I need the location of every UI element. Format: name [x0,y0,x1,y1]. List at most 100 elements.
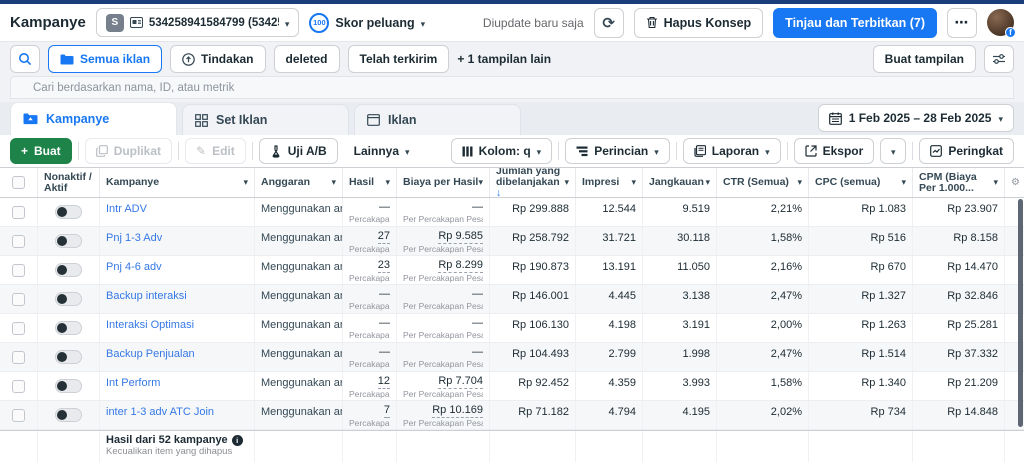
row-check-cell [0,372,38,400]
table-row[interactable]: Int Perform Menggunakan an... 12Percakap… [0,372,1024,401]
cost-per-result-value[interactable]: — [472,288,483,300]
opportunity-score-selector[interactable]: 100 Skor peluang [309,12,425,33]
result-value[interactable]: 12 [377,375,390,389]
view-settings-button[interactable] [984,45,1014,73]
cost-per-result-value[interactable]: Rp 10.169 [432,404,483,418]
header-budget[interactable]: Anggaran [255,168,343,197]
campaign-active-toggle[interactable] [55,321,82,335]
header-spend[interactable]: Jumlah yang dibelanjakan ↓ [490,168,576,197]
campaign-name-link[interactable]: inter 1-3 adv ATC Join [106,406,215,418]
campaign-active-toggle[interactable] [55,205,82,219]
row-checkbox[interactable] [12,263,25,277]
table-row[interactable]: Interaksi Optimasi Menggunakan an... —Pe… [0,314,1024,343]
result-value[interactable]: — [379,346,390,358]
ab-test-button[interactable]: Uji A/B [258,138,338,164]
row-checkbox[interactable] [12,350,25,364]
breakdown-button[interactable]: Perincian [565,138,670,164]
reports-button[interactable]: Laporan [682,138,781,164]
header-settings-cell[interactable]: ⚙ [1005,168,1024,197]
header-campaign[interactable]: Kampanye [100,168,255,197]
cost-per-result-value[interactable]: Rp 7.704 [438,375,483,389]
date-range-selector[interactable]: 1 Feb 2025 – 28 Feb 2025 [817,104,1014,132]
header-cost-per-result[interactable]: Biaya per Hasil [397,168,490,197]
result-value[interactable]: 7 [383,404,390,418]
campaign-name-link[interactable]: Pnj 4-6 adv [106,261,162,273]
refresh-button[interactable]: ⟳ [593,7,624,38]
campaign-name-link[interactable]: Backup Penjualan [106,348,195,360]
export-dropdown-button[interactable] [880,138,907,164]
campaign-name-link[interactable]: Intr ADV [106,203,147,215]
campaign-name-link[interactable]: Pnj 1-3 Adv [106,232,163,244]
header-cpc[interactable]: CPC (semua) [809,168,913,197]
header-cpm[interactable]: CPM (Biaya Per 1.000... [913,168,1005,197]
view-actions-button[interactable]: Tindakan [170,45,266,73]
campaign-active-toggle[interactable] [55,263,82,277]
table-row[interactable]: Pnj 4-6 adv Menggunakan an... 23Percakap… [0,256,1024,285]
ad-account-selector[interactable]: S 534258941584799 (534258... [95,8,300,37]
cost-per-result-value[interactable]: — [472,317,483,329]
campaign-active-toggle[interactable] [55,292,82,306]
discard-draft-button[interactable]: Hapus Konsep [633,7,764,38]
tab-ad-sets[interactable]: Set Iklan [182,104,349,135]
row-checkbox[interactable] [12,234,25,248]
campaign-name-link[interactable]: Interaksi Optimasi [106,319,195,331]
table-row[interactable]: Intr ADV Menggunakan an... —Percakapan .… [0,198,1024,227]
cost-per-result-value[interactable]: — [472,201,483,213]
review-publish-button[interactable]: Tinjau dan Terbitkan (7) [773,7,937,38]
cost-per-result-value[interactable]: Rp 8.299 [438,259,483,273]
view-deleted-button[interactable]: deleted [273,45,340,73]
more-actions-button[interactable]: Lainnya [343,138,420,164]
duplicate-button[interactable]: Duplikat [84,138,173,164]
campaign-active-toggle[interactable] [55,234,82,248]
view-delivered-button[interactable]: Telah terkirim [347,45,450,73]
rank-button[interactable]: Peringkat [919,138,1014,164]
result-value[interactable]: — [379,317,390,329]
more-options-button[interactable]: ⋯ [947,7,977,38]
row-checkbox[interactable] [12,205,25,219]
table-row[interactable]: inter 1-3 adv ATC Join Menggunakan an...… [0,401,1024,430]
select-all-checkbox[interactable] [12,176,25,189]
vertical-scrollbar[interactable] [1018,199,1023,427]
create-view-button[interactable]: Buat tampilan [872,45,976,73]
user-avatar[interactable]: f [987,9,1016,38]
header-impressions[interactable]: Impresi [576,168,643,197]
tab-ads[interactable]: Iklan [354,104,521,135]
campaign-active-toggle[interactable] [55,379,82,393]
spend-cell: Rp 299.888 [490,198,576,226]
export-button[interactable]: Ekspor [793,138,875,164]
campaign-active-toggle[interactable] [55,350,82,364]
result-value[interactable]: 23 [377,259,390,273]
tab-campaigns[interactable]: Kampanye [10,102,177,135]
header-ctr[interactable]: CTR (Semua) [717,168,809,197]
campaign-active-toggle[interactable] [55,408,82,422]
table-row[interactable]: Backup Penjualan Menggunakan an... —Perc… [0,343,1024,372]
date-range-label: 1 Feb 2025 – 28 Feb 2025 [848,111,992,125]
table-row[interactable]: Pnj 1-3 Adv Menggunakan an... 27Percakap… [0,227,1024,256]
row-checkbox[interactable] [12,379,25,393]
row-checkbox[interactable] [12,292,25,306]
table-row[interactable]: Backup interaksi Menggunakan an... —Perc… [0,285,1024,314]
cost-per-result-value[interactable]: — [472,346,483,358]
result-value[interactable]: — [379,288,390,300]
create-button[interactable]: + Buat [10,138,72,164]
more-views-link[interactable]: + 1 tampilan lain [457,52,551,66]
columns-button[interactable]: Kolom: q [450,138,553,164]
info-icon[interactable]: i [231,434,243,446]
sort-descending-icon: ↓ [496,187,502,198]
chevron-down-icon [537,144,542,158]
search-input[interactable] [10,76,1014,99]
header-result[interactable]: Hasil [343,168,397,197]
edit-button[interactable]: ✎ Edit [185,138,246,164]
cost-per-result-value[interactable]: Rp 9.585 [438,230,483,244]
row-checkbox[interactable] [12,408,25,422]
campaign-name-link[interactable]: Backup interaksi [106,290,187,302]
header-status[interactable]: Nonaktif / Aktif [38,168,100,197]
search-button[interactable] [10,45,40,73]
header-reach[interactable]: Jangkauan [643,168,717,197]
view-all-ads-button[interactable]: Semua iklan [48,45,163,73]
result-value[interactable]: — [379,201,390,213]
chevron-down-icon [385,177,390,188]
result-value[interactable]: 27 [377,230,390,244]
campaign-name-link[interactable]: Int Perform [106,377,161,389]
row-checkbox[interactable] [12,321,25,335]
